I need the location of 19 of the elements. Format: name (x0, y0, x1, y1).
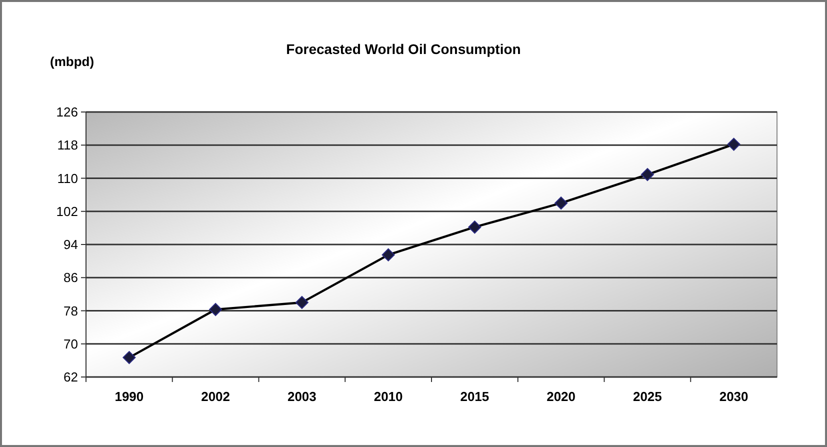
chart-title: Forecasted World Oil Consumption (286, 41, 521, 57)
y-tick-label: 102 (56, 204, 78, 219)
y-axis-title: (mbpd) (50, 54, 94, 69)
y-tick-label: 94 (64, 237, 78, 252)
x-tick-label: 2030 (719, 389, 748, 404)
x-tick-label: 1990 (114, 389, 144, 404)
y-tick-label: 126 (56, 104, 78, 120)
y-tick-label: 62 (64, 370, 78, 385)
x-tick-label: 2010 (374, 389, 403, 404)
x-tick-label: 2002 (201, 389, 230, 404)
x-tick-label: 2015 (460, 389, 490, 404)
x-tick-label: 2025 (632, 389, 662, 404)
x-tick-label: 2020 (546, 389, 576, 404)
y-tick-label: 118 (57, 138, 78, 153)
y-tick-label: 78 (64, 303, 78, 318)
y-tick-label: 86 (64, 270, 78, 286)
y-tick-label: 110 (57, 170, 78, 186)
y-tick-label: 70 (64, 336, 78, 352)
x-tick-label: 2003 (287, 389, 316, 404)
